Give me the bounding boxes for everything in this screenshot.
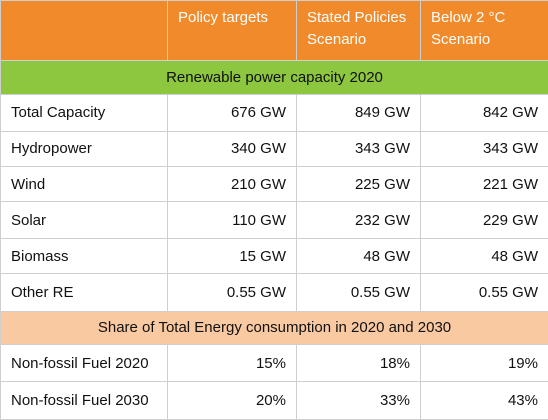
cell-policy: 676 GW — [167, 94, 297, 132]
cell-policy: 15% — [167, 344, 297, 383]
cell-policy: 210 GW — [167, 165, 297, 203]
cell-below2: 0.55 GW — [420, 273, 548, 312]
cell-below2: 43% — [420, 381, 548, 420]
section-row-capacity: Renewable power capacity 2020 — [0, 59, 548, 96]
cell-stated: 849 GW — [296, 94, 421, 132]
cell-policy: 20% — [167, 381, 297, 420]
header-row: Policy targets Stated Policies Scenario … — [0, 0, 548, 61]
header-policy-targets: Policy targets — [167, 0, 297, 61]
table-row: Hydropower 340 GW 343 GW 343 GW — [0, 130, 548, 167]
cell-below2: 19% — [420, 344, 548, 383]
cell-stated: 33% — [296, 381, 421, 420]
cell-below2: 221 GW — [420, 165, 548, 203]
section-title-share: Share of Total Energy consumption in 202… — [0, 310, 548, 346]
cell-policy: 15 GW — [167, 237, 297, 275]
table-row: Biomass 15 GW 48 GW 48 GW — [0, 237, 548, 275]
cell-below2: 842 GW — [420, 94, 548, 132]
cell-policy: 0.55 GW — [167, 273, 297, 312]
cell-stated: 232 GW — [296, 201, 421, 239]
table-row: Solar 110 GW 232 GW 229 GW — [0, 201, 548, 239]
cell-policy: 110 GW — [167, 201, 297, 239]
cell-stated: 48 GW — [296, 237, 421, 275]
row-label: Hydropower — [0, 130, 168, 167]
row-label: Non-fossil Fuel 2030 — [0, 381, 168, 420]
row-label: Wind — [0, 165, 168, 203]
table-row: Other RE 0.55 GW 0.55 GW 0.55 GW — [0, 273, 548, 312]
cell-stated: 343 GW — [296, 130, 421, 167]
row-label: Biomass — [0, 237, 168, 275]
header-stated-policies: Stated Policies Scenario — [296, 0, 421, 61]
section-row-share: Share of Total Energy consumption in 202… — [0, 310, 548, 346]
cell-stated: 0.55 GW — [296, 273, 421, 312]
cell-policy: 340 GW — [167, 130, 297, 167]
row-label: Solar — [0, 201, 168, 239]
cell-stated: 225 GW — [296, 165, 421, 203]
cell-stated: 18% — [296, 344, 421, 383]
table-row: Non-fossil Fuel 2030 20% 33% 43% — [0, 381, 548, 420]
row-label: Non-fossil Fuel 2020 — [0, 344, 168, 383]
table-row: Wind 210 GW 225 GW 221 GW — [0, 165, 548, 203]
cell-below2: 48 GW — [420, 237, 548, 275]
row-label: Total Capacity — [0, 94, 168, 132]
cell-below2: 229 GW — [420, 201, 548, 239]
header-empty-cell — [0, 0, 168, 61]
section-title-capacity: Renewable power capacity 2020 — [0, 59, 548, 96]
table-row: Total Capacity 676 GW 849 GW 842 GW — [0, 94, 548, 132]
header-below-2c: Below 2 °C Scenario — [420, 0, 548, 61]
table-row: Non-fossil Fuel 2020 15% 18% 19% — [0, 344, 548, 383]
cell-below2: 343 GW — [420, 130, 548, 167]
row-label: Other RE — [0, 273, 168, 312]
